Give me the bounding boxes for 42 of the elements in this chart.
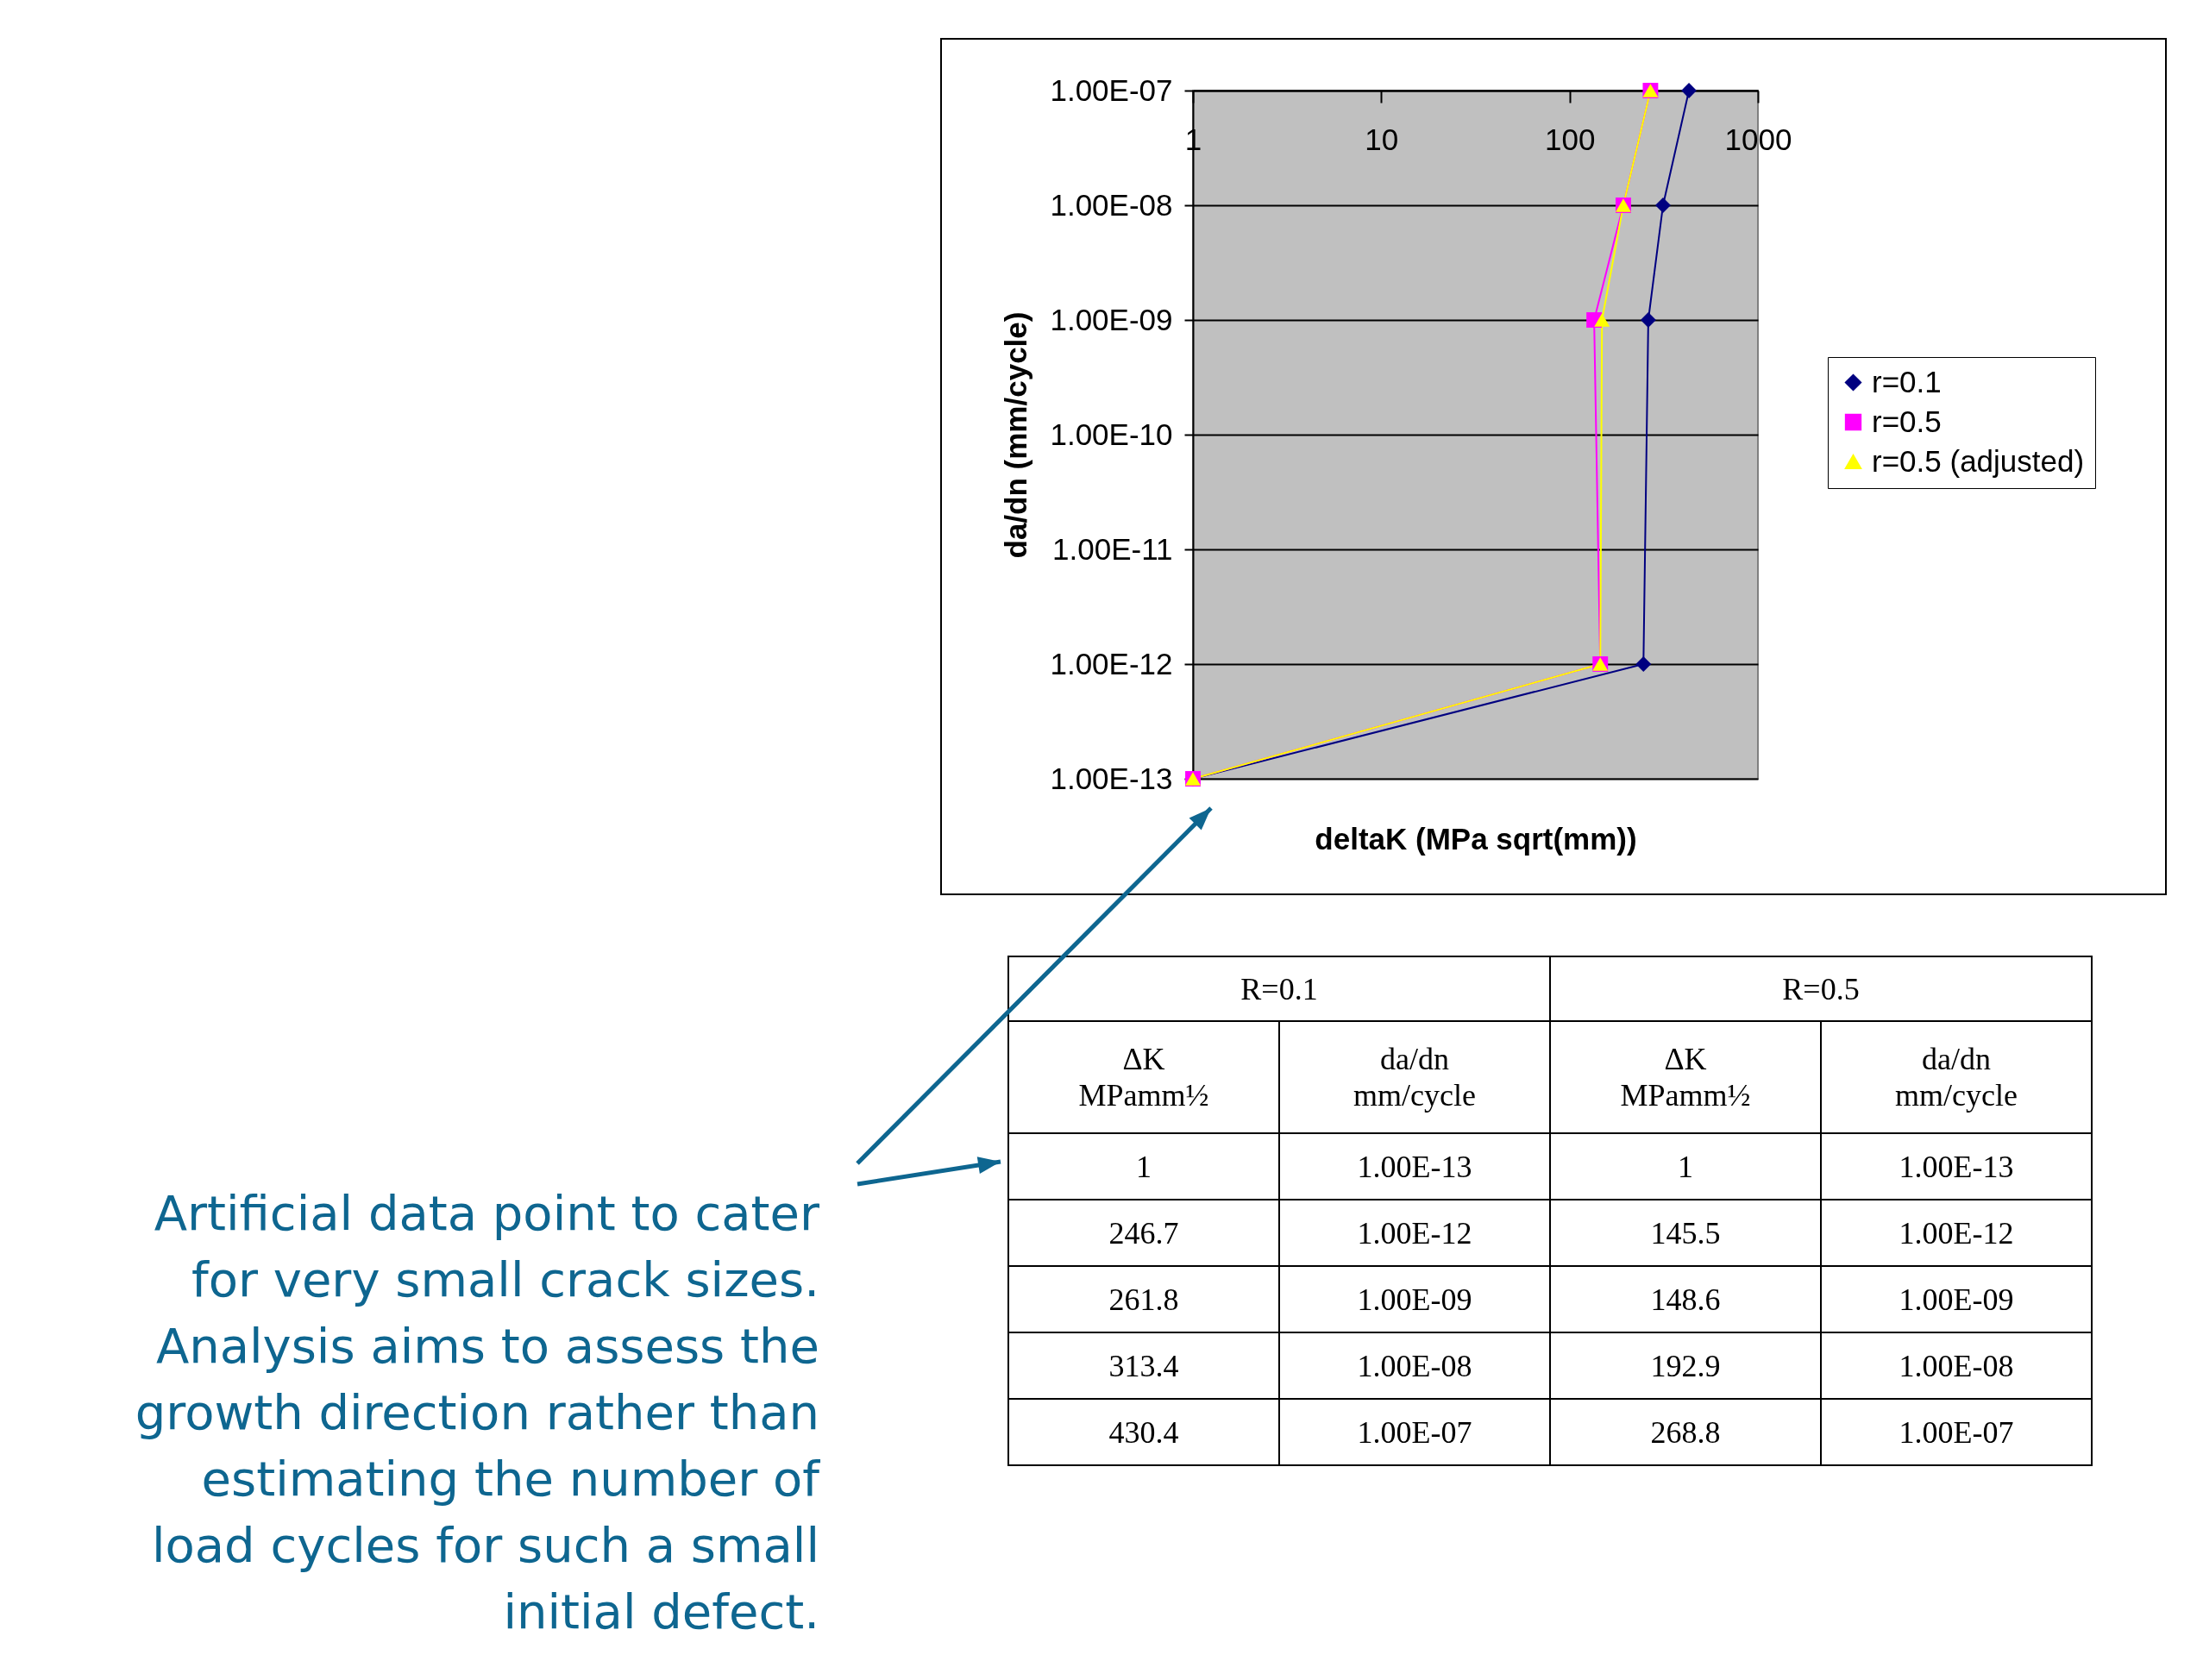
text: 1.00E-13 bbox=[1279, 1133, 1550, 1200]
text: 1.00E-07 bbox=[1821, 1399, 2092, 1465]
text: 192.9 bbox=[1550, 1332, 1821, 1399]
text: ΔK MPamm½ bbox=[1008, 1021, 1279, 1133]
text: 1.00E-09 bbox=[1279, 1266, 1550, 1332]
x-tick-label: 10 bbox=[1365, 122, 1399, 156]
text: ΔK MPamm½ bbox=[1550, 1021, 1821, 1133]
text: 313.4 bbox=[1008, 1332, 1279, 1399]
text: 148.6 bbox=[1550, 1266, 1821, 1332]
x-axis-title: deltaK (MPa sqrt(mm)) bbox=[1315, 821, 1637, 856]
legend-label: r=0.5 bbox=[1872, 404, 1942, 438]
text: Artificial data point to cater for very small crack sizes. Analysis aims to assess the growth direction rather than estimating the number of load cycles for such a small initial defect. bbox=[134, 1184, 819, 1641]
y-axis-title: da/dn (mm/cycle) bbox=[999, 311, 1033, 559]
y-tick-label: 1.00E-09 bbox=[1050, 302, 1173, 336]
y-tick-label: 1.00E-07 bbox=[1050, 72, 1173, 107]
text: 145.5 bbox=[1550, 1200, 1821, 1266]
text: 430.4 bbox=[1008, 1399, 1279, 1465]
y-tick-label: 1.00E-12 bbox=[1050, 646, 1173, 680]
text: 1 bbox=[1550, 1133, 1821, 1200]
text: 246.7 bbox=[1008, 1200, 1279, 1266]
text: 1.00E-12 bbox=[1821, 1200, 2092, 1266]
text: 261.8 bbox=[1008, 1266, 1279, 1332]
text: R=0.1 bbox=[1008, 956, 1550, 1021]
y-tick-label: 1.00E-10 bbox=[1050, 417, 1173, 451]
text: 1.00E-09 bbox=[1821, 1266, 2092, 1332]
text: R=0.5 bbox=[1550, 956, 2092, 1021]
text: da/dn mm/cycle bbox=[1821, 1021, 2092, 1133]
legend-label: r=0.5 (adjusted) bbox=[1872, 443, 2085, 478]
y-tick-label: 1.00E-13 bbox=[1050, 761, 1173, 795]
text: 1 bbox=[1008, 1133, 1279, 1200]
legend-label: r=0.1 bbox=[1872, 364, 1942, 398]
y-tick-label: 1.00E-08 bbox=[1050, 187, 1173, 222]
text: 268.8 bbox=[1550, 1399, 1821, 1465]
text: 1.00E-12 bbox=[1279, 1200, 1550, 1266]
text: 1.00E-08 bbox=[1821, 1332, 2092, 1399]
x-tick-label: 100 bbox=[1544, 122, 1596, 156]
text: 1.00E-13 bbox=[1821, 1133, 2092, 1200]
text: da/dn mm/cycle bbox=[1279, 1021, 1550, 1133]
y-tick-label: 1.00E-11 bbox=[1052, 531, 1173, 566]
x-tick-label: 1000 bbox=[1724, 122, 1792, 156]
text: 1.00E-07 bbox=[1279, 1399, 1550, 1465]
text: 1.00E-08 bbox=[1279, 1332, 1550, 1399]
